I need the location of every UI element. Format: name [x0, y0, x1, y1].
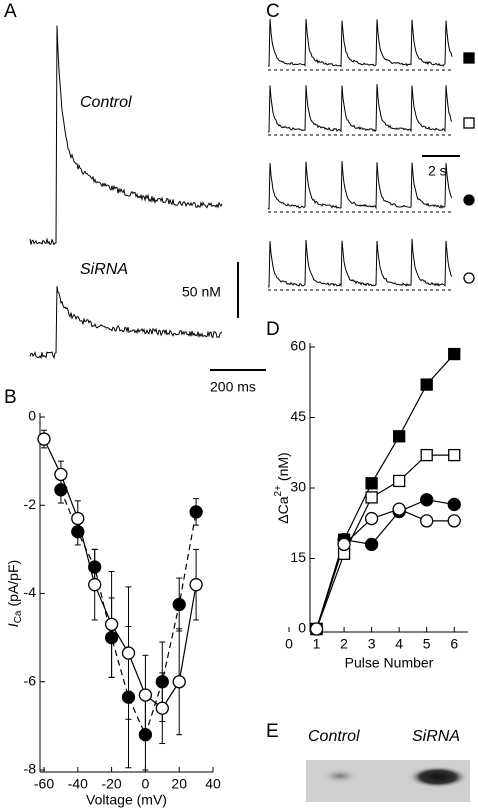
point — [393, 474, 406, 488]
y-tick-label: 15 — [290, 549, 306, 565]
scale-label: 2 s — [428, 163, 447, 179]
x-tick-label: 40 — [205, 776, 221, 792]
point — [121, 646, 136, 660]
legend-marker — [463, 272, 475, 284]
point — [54, 467, 68, 482]
y-axis-label: ICa (pA/pF) — [5, 560, 24, 627]
trace — [29, 25, 223, 246]
y-tick-label: 45 — [290, 408, 306, 424]
panel-label: C — [266, 1, 280, 22]
y-tick-label: 60 — [290, 338, 306, 354]
point — [392, 502, 406, 516]
point — [71, 511, 85, 526]
trace-label: SiRNA — [80, 261, 128, 278]
trace — [29, 286, 223, 360]
point — [155, 675, 169, 689]
point — [420, 448, 433, 462]
y-tick-label: 0 — [28, 408, 36, 424]
y-axis-label-main: I — [5, 623, 21, 627]
legend-marker — [463, 117, 475, 129]
point — [189, 578, 203, 592]
point — [448, 347, 461, 361]
y-tick-label: -4 — [24, 584, 37, 600]
point — [420, 514, 434, 528]
y-axis-label-unit: (nM) — [275, 452, 291, 481]
point — [393, 430, 406, 443]
point — [88, 560, 102, 574]
x-axis-label: Voltage (mV) — [86, 792, 167, 808]
y-axis-label-unit: (pA/pF) — [5, 560, 21, 607]
point — [364, 511, 379, 526]
point — [138, 688, 153, 702]
point — [104, 630, 119, 645]
x-tick-label: 0 — [142, 776, 150, 792]
trace — [267, 161, 453, 210]
blot-label: SiRNA — [412, 728, 460, 745]
trace — [267, 19, 453, 68]
point — [138, 728, 153, 742]
y-axis-label-main: ΔCa — [275, 496, 291, 523]
point — [71, 525, 85, 539]
point — [447, 514, 461, 528]
point — [364, 537, 379, 552]
panel-label: D — [266, 319, 280, 340]
trace-label: Control — [80, 94, 132, 111]
point — [448, 448, 461, 462]
blot-label: Control — [308, 728, 360, 745]
scale-label: 200 ms — [210, 379, 256, 395]
y-tick-label: -6 — [24, 672, 37, 688]
x-tick-label: 1 — [313, 636, 321, 652]
x-tick-label: 4 — [395, 636, 403, 652]
y-axis-label-sub: Ca — [13, 610, 24, 623]
blot-band — [320, 768, 360, 784]
y-tick-label: -8 — [24, 761, 37, 777]
point — [365, 491, 378, 504]
point — [172, 675, 186, 689]
x-tick-label: -60 — [34, 776, 54, 792]
point — [420, 378, 433, 391]
scale-label: 50 nM — [182, 284, 221, 300]
series-line — [315, 353, 455, 630]
y-tick-label: 0 — [298, 620, 306, 636]
trace — [267, 238, 453, 288]
legend-marker — [463, 194, 475, 206]
x-tick-label: -40 — [68, 776, 88, 792]
point — [309, 622, 324, 636]
point — [337, 537, 351, 552]
y-tick-label: -2 — [24, 496, 37, 512]
point — [420, 493, 434, 507]
panel-label: E — [266, 721, 279, 742]
trace — [267, 84, 453, 133]
panel-label: A — [4, 1, 17, 22]
point — [121, 690, 136, 704]
y-tick-label: 30 — [290, 479, 306, 495]
point — [172, 597, 186, 612]
point — [37, 432, 51, 446]
x-tick-label: 3 — [368, 636, 376, 652]
series-line — [315, 454, 455, 630]
y-axis-label-sup: 2+ — [273, 485, 284, 497]
y-axis-label: ΔCa2+ (nM) — [273, 452, 291, 523]
series-line — [43, 438, 197, 710]
point — [54, 483, 68, 497]
legend-marker — [463, 52, 475, 64]
blot-band — [408, 766, 468, 788]
x-tick-label: 20 — [171, 776, 187, 792]
x-axis-label: Pulse Number — [345, 655, 434, 671]
point — [189, 505, 203, 519]
panel-label: B — [4, 387, 17, 408]
point — [155, 701, 169, 715]
point — [104, 617, 119, 632]
point — [447, 497, 461, 512]
x-tick-label: 5 — [423, 636, 431, 652]
x-tick-label: 6 — [450, 636, 458, 652]
point — [88, 578, 102, 592]
x-tick-label: 0 — [285, 636, 293, 652]
x-tick-label: -20 — [101, 776, 121, 792]
x-tick-label: 2 — [340, 636, 348, 652]
point — [365, 477, 378, 490]
